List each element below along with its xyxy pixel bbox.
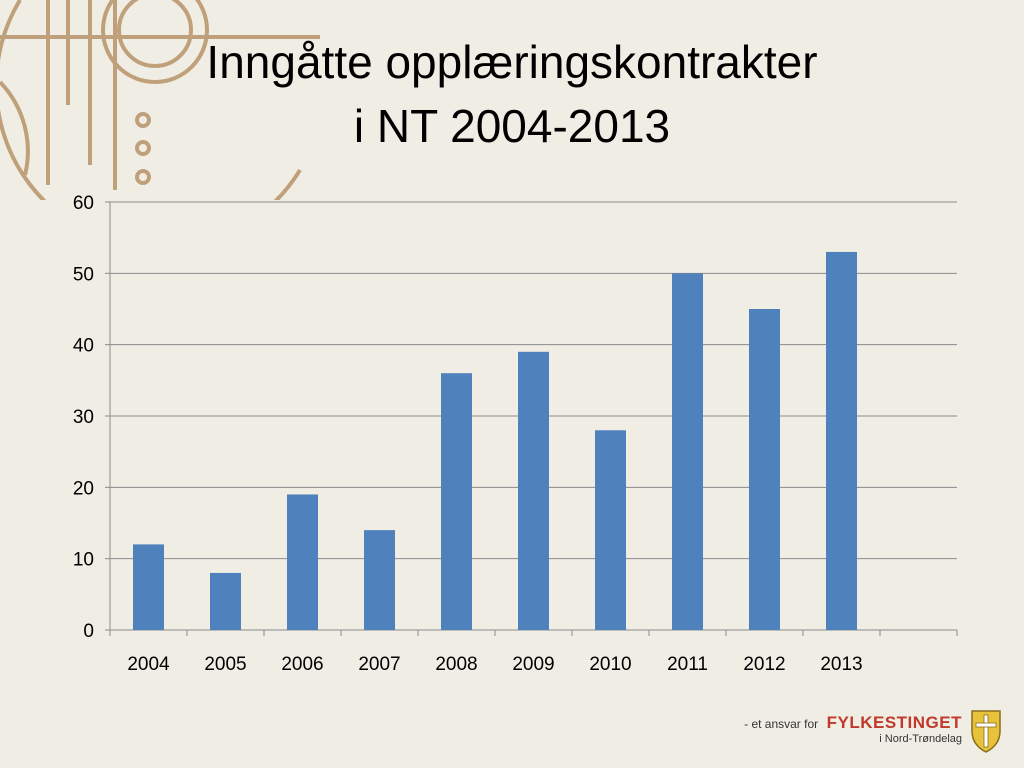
bar	[133, 544, 164, 630]
x-tick-label: 2012	[743, 654, 785, 675]
footer-region: i Nord-Trøndelag	[879, 733, 962, 745]
bar	[441, 373, 472, 630]
footer-text: - et ansvar for FYLKESTINGET i Nord-Trøn…	[744, 713, 962, 747]
decor-circle	[101, 0, 209, 84]
decor-circle	[117, 0, 193, 68]
coat-of-arms-icon	[971, 710, 1001, 753]
bar	[672, 273, 703, 630]
y-tick-label: 0	[83, 621, 94, 642]
decor-arc	[0, 80, 30, 176]
footer: - et ansvar for FYLKESTINGET i Nord-Trøn…	[744, 708, 1002, 754]
decorative-ornament	[0, 0, 320, 200]
y-tick-label: 50	[73, 264, 94, 285]
bar	[287, 494, 318, 630]
page-title: Inngåtte opplæringskontrakter i NT 2004-…	[0, 30, 1024, 158]
title-line-1: Inngåtte opplæringskontrakter	[206, 36, 818, 88]
bar	[364, 530, 395, 630]
bar-chart: 0 10 20 30 40 50 60 2004 2005 2006 2007 2008 2009 201…	[73, 193, 958, 675]
bar	[210, 572, 241, 630]
x-tick-label: 2005	[204, 654, 246, 675]
x-tick-label: 2011	[667, 654, 708, 675]
bar	[749, 309, 780, 630]
decor-dot	[135, 112, 151, 128]
decor-dot	[135, 169, 151, 185]
x-tick-label: 2006	[281, 654, 323, 675]
title-line-2: i NT 2004-2013	[353, 100, 671, 152]
y-tick-label: 20	[73, 478, 94, 499]
x-tick-label: 2004	[127, 654, 170, 675]
x-tick-label: 2013	[820, 654, 862, 675]
y-tick-label: 30	[73, 407, 94, 428]
y-tick-label: 10	[73, 550, 94, 571]
decor-dot	[135, 140, 151, 156]
footer-brand: FYLKESTINGET	[826, 713, 962, 732]
bar	[518, 351, 549, 630]
bar	[595, 430, 626, 630]
y-tick-label: 60	[73, 193, 94, 214]
x-tick-label: 2009	[512, 654, 554, 675]
x-tick-label: 2010	[589, 654, 631, 675]
bar	[826, 251, 857, 630]
x-tick-label: 2008	[435, 654, 477, 675]
footer-tagline: - et ansvar for	[744, 717, 819, 731]
x-tick-label: 2007	[358, 654, 400, 675]
y-tick-label: 40	[73, 336, 94, 357]
